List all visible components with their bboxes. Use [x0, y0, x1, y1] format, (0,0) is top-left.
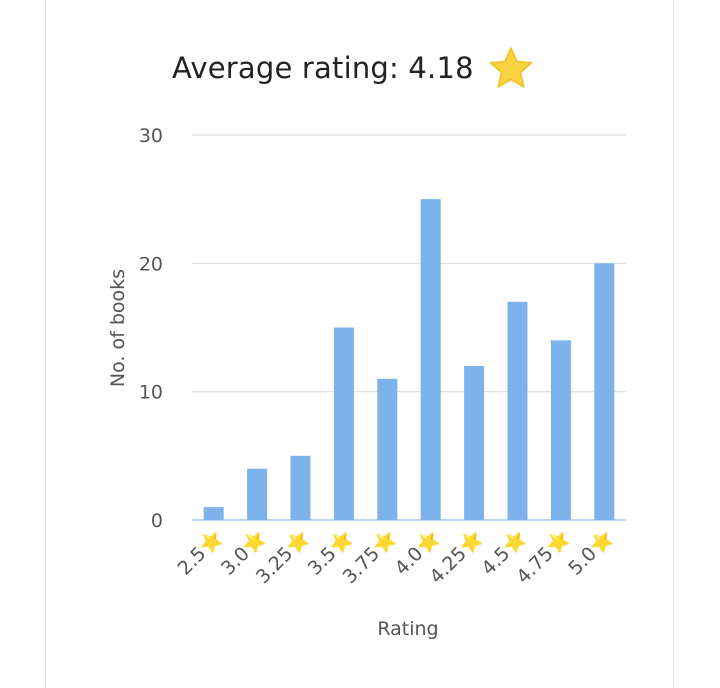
bars	[203, 199, 615, 520]
bar	[333, 327, 354, 520]
y-tick-label: 30	[139, 125, 163, 147]
bar	[247, 468, 268, 520]
bar	[594, 263, 615, 520]
y-tick-label: 20	[139, 253, 163, 275]
bar	[203, 507, 224, 520]
bar	[550, 340, 571, 520]
y-tick-label: 10	[139, 382, 163, 404]
x-tick-label: 5.0⭐	[563, 525, 617, 579]
bar	[464, 366, 485, 520]
chart-title: Average rating: 4.18	[172, 51, 474, 85]
x-axis-title: Rating	[377, 618, 438, 640]
y-tick-label: 0	[151, 510, 163, 532]
chart-title-row: Average rating: 4.18	[172, 44, 534, 92]
y-axis-title: No. of books	[107, 269, 129, 387]
bar	[377, 378, 398, 520]
bar-chart: 0 10 20 30 2.5⭐3.0⭐3.25⭐3.5⭐3.75⭐4.0⭐4.25⭐4…	[107, 125, 626, 640]
bar	[420, 199, 441, 520]
bar	[507, 301, 528, 520]
bar	[290, 455, 311, 520]
x-tick-labels: 2.5⭐3.0⭐3.25⭐3.5⭐3.75⭐4.0⭐4.25⭐4.5⭐4.75⭐…	[173, 525, 618, 588]
star-icon	[489, 47, 533, 88]
x-tick-label: 2.5⭐	[173, 525, 227, 579]
y-tick-labels: 0 10 20 30	[139, 125, 163, 532]
